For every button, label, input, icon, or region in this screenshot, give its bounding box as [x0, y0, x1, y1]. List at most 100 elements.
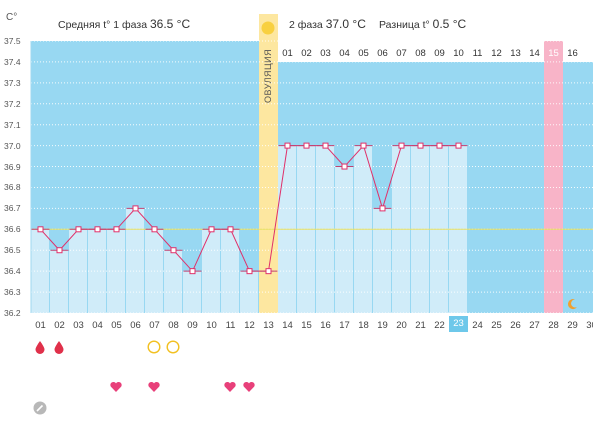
temperature-difference: Разница t° 0.5 °C	[379, 17, 467, 31]
y-tick-label: 36.2	[4, 308, 21, 318]
drop-icon[interactable]	[33, 340, 47, 354]
temp-point-06	[132, 205, 139, 212]
pencil-icon[interactable]	[33, 401, 47, 415]
heart-icon[interactable]	[109, 380, 123, 394]
day-label[interactable]: 27	[529, 320, 540, 331]
moon-icon[interactable]	[565, 297, 579, 311]
ovulation-label: ОВУЛЯЦИЯ	[263, 48, 273, 103]
day-label[interactable]: 14	[282, 320, 293, 331]
temp-point-15	[303, 142, 310, 149]
temp-bar-12	[240, 271, 258, 313]
day-label[interactable]: 20	[396, 320, 407, 331]
phase2-day-label: 01	[282, 48, 293, 59]
phase2-day-label: 11	[472, 48, 483, 59]
circle-icon[interactable]	[166, 340, 180, 354]
phase2-average: 2 фаза 37.0 °C	[289, 17, 366, 31]
phase2-day-label: 04	[339, 48, 350, 59]
y-tick-label: 37.5	[4, 36, 21, 46]
day-label[interactable]: 02	[54, 320, 65, 331]
day-label[interactable]: 04	[92, 320, 103, 331]
phase2-day-label: 07	[396, 48, 407, 59]
day-label[interactable]: 09	[187, 320, 198, 331]
temp-point-07	[151, 226, 158, 233]
sun-icon	[261, 21, 275, 35]
y-tick-label: 36.9	[4, 161, 21, 172]
temp-point-05	[113, 226, 120, 233]
phase1-average: Средняя t° 1 фаза 36.5 °C	[58, 17, 191, 31]
temp-point-03	[75, 226, 82, 233]
day-label[interactable]: 08	[168, 320, 179, 331]
y-tick-label: 36.5	[4, 245, 21, 256]
day-label[interactable]: 21	[415, 320, 426, 331]
phase2-day-label: 12	[491, 48, 502, 59]
heart-icon[interactable]	[147, 380, 161, 394]
temp-point-12	[246, 268, 253, 275]
temp-point-04	[94, 226, 101, 233]
day-label[interactable]: 29	[567, 320, 578, 331]
day-label[interactable]: 03	[73, 320, 84, 331]
phase2-day-label: 05	[358, 48, 369, 59]
temp-bar-03	[69, 229, 87, 313]
y-tick-label: 36.8	[4, 182, 21, 193]
day-label[interactable]: 12	[244, 320, 255, 331]
day-label[interactable]: 16	[320, 320, 331, 331]
temp-bar-09	[183, 271, 201, 313]
y-tick-label: 37.0	[4, 140, 21, 151]
highlight-column-head	[544, 41, 563, 62]
y-tick-label: 36.4	[4, 266, 21, 277]
day-label[interactable]: 28	[548, 320, 559, 331]
phase2-day-label: 16	[567, 48, 578, 59]
day-label[interactable]: 19	[377, 320, 388, 331]
day-label[interactable]: 11	[225, 320, 236, 331]
day-label[interactable]: 13	[263, 320, 274, 331]
temp-point-23	[455, 142, 462, 149]
temp-point-18	[360, 142, 367, 149]
temp-point-19	[379, 205, 386, 212]
phase2-day-label: 10	[453, 48, 464, 59]
temp-bar-17	[335, 166, 353, 313]
day-label[interactable]: 26	[510, 320, 521, 331]
temp-point-11	[227, 226, 234, 233]
temp-point-22	[436, 142, 443, 149]
temp-point-08	[170, 247, 177, 254]
day-label[interactable]: 15	[301, 320, 312, 331]
heart-icon[interactable]	[242, 380, 256, 394]
y-tick-label: 36.6	[4, 224, 21, 235]
y-tick-label: 36.3	[4, 287, 21, 298]
heart-icon[interactable]	[223, 380, 237, 394]
y-tick-label: 37.4	[4, 56, 21, 67]
day-label[interactable]: 18	[358, 320, 369, 331]
day-label[interactable]: 25	[491, 320, 502, 331]
temp-point-09	[189, 268, 196, 275]
day-label[interactable]: 07	[149, 320, 160, 331]
day-label[interactable]: 06	[130, 320, 141, 331]
day-label[interactable]: 24	[472, 320, 483, 331]
day-label[interactable]: 05	[111, 320, 122, 331]
phase2-day-label: 06	[377, 48, 388, 59]
temp-bar-08	[164, 250, 182, 313]
circle-icon[interactable]	[147, 340, 161, 354]
temp-bar-19	[373, 208, 391, 313]
temp-point-16	[322, 142, 329, 149]
day-label[interactable]: 30	[586, 320, 593, 331]
drop-icon[interactable]	[52, 340, 66, 354]
phase2-day-label: 08	[415, 48, 426, 59]
y-tick-label: 37.1	[4, 119, 21, 130]
today-day-label[interactable]: 23	[449, 316, 468, 332]
phase2-day-label: 03	[320, 48, 331, 59]
y-tick-label: 37.3	[4, 77, 21, 88]
phase2-day-label: 14	[529, 48, 540, 59]
temp-point-14	[284, 142, 291, 149]
y-axis-label: C°	[6, 12, 18, 23]
temp-point-21	[417, 142, 424, 149]
day-label[interactable]: 01	[35, 320, 46, 331]
day-label[interactable]: 10	[206, 320, 217, 331]
phase2-day-label: 02	[301, 48, 312, 59]
day-label[interactable]: 17	[339, 320, 350, 331]
phase2-day-label: 09	[434, 48, 445, 59]
temp-point-01	[37, 226, 44, 233]
y-tick-label: 37.2	[4, 98, 21, 109]
header-band	[31, 14, 593, 41]
day-label[interactable]: 22	[434, 320, 445, 331]
